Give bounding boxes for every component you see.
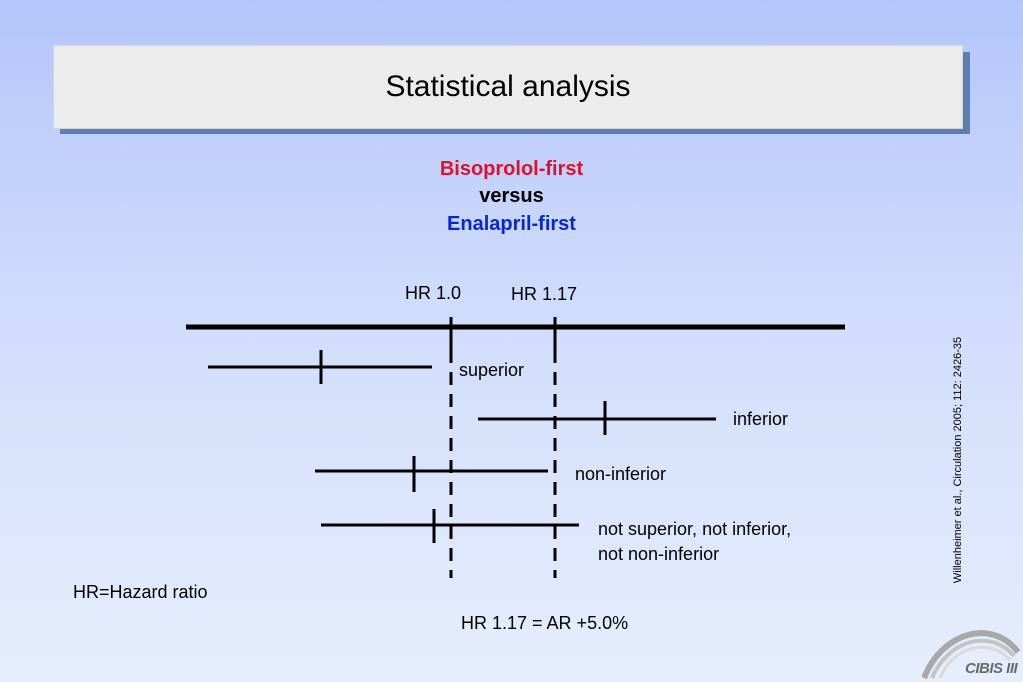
hazard-ratio-footnote: HR=Hazard ratio (73, 582, 208, 602)
non-inferior-label: non-inferior (575, 464, 667, 484)
cibis-logo-text: CIBIS III (965, 660, 1018, 677)
superior-label: superior (459, 360, 525, 380)
page-title: Statistical analysis (385, 70, 631, 103)
title-box: Statistical analysis (53, 45, 963, 129)
hr-117-label: HR 1.17 (511, 284, 578, 304)
hr-ar-equation: HR 1.17 = AR +5.0% (461, 613, 629, 633)
inferior-label: inferior (733, 409, 789, 429)
comparison-drug-2: Enalapril-first (447, 213, 576, 235)
neither-label-line-2: not non-inferior (598, 544, 720, 564)
comparison-versus: versus (479, 185, 544, 207)
cibis-logo-icon (922, 630, 1020, 680)
neither-label-line-1: not superior, not inferior, (598, 519, 792, 539)
hr-1-label: HR 1.0 (405, 283, 462, 303)
citation: Willenheimer et al., Circulation 2005; 1… (952, 336, 964, 584)
comparison-drug-1: Bisoprolol-first (439, 158, 584, 180)
